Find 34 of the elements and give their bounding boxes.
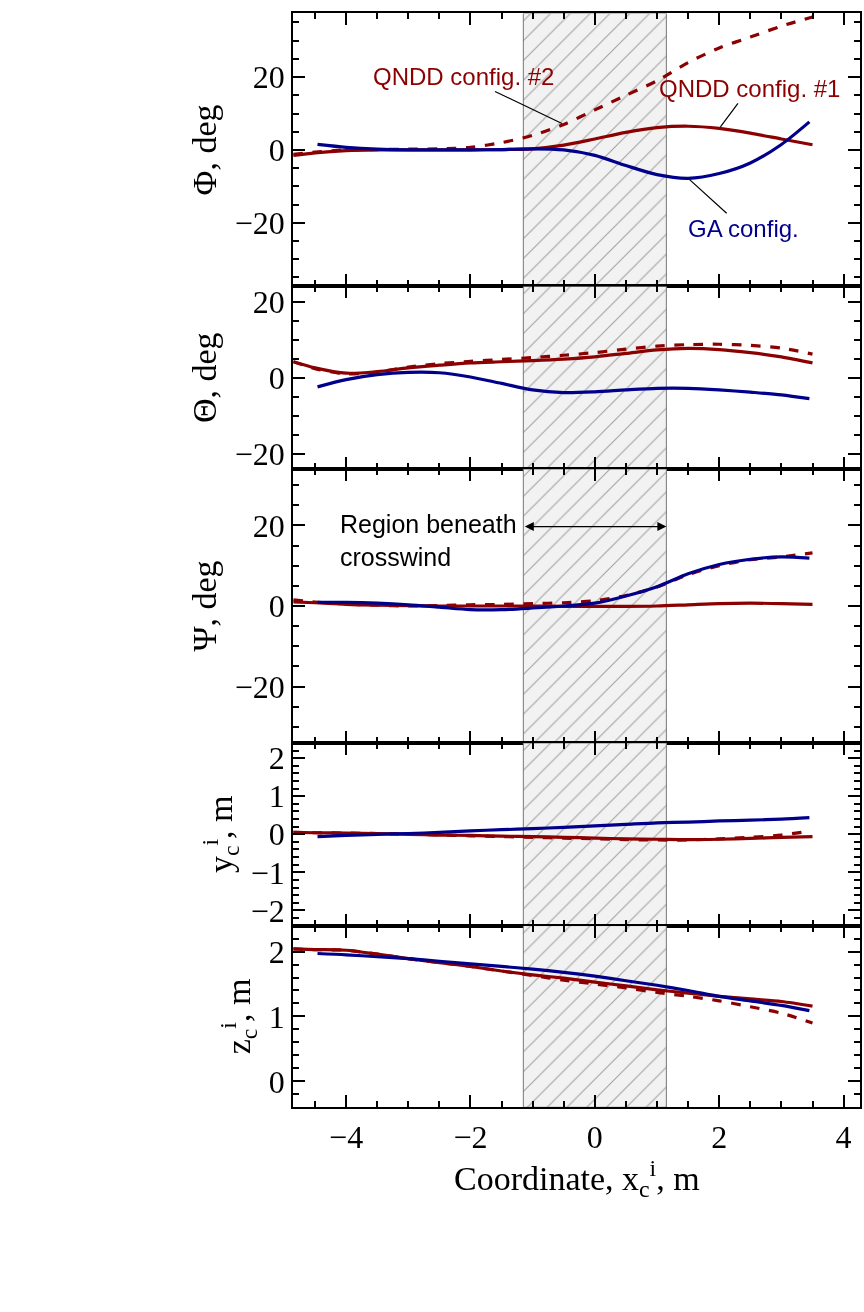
y-tick-label: 0	[268, 132, 285, 169]
y-tick-label: 0	[268, 359, 285, 396]
y-tick-label: 0	[268, 1063, 285, 1100]
y-tick-label: −2	[250, 892, 285, 929]
x-tick-label: −2	[453, 1118, 488, 1155]
line-series	[315, 370, 811, 401]
x-tick-label: 4	[835, 1118, 852, 1155]
y-axis-title: Θ, deg	[185, 332, 223, 424]
y-axis-title: Ψ, deg	[185, 560, 223, 652]
series-label: QNDD config. #2	[373, 63, 555, 90]
line-series	[315, 120, 811, 180]
y-axis-title: Φ, deg	[185, 104, 223, 196]
y-tick-label: 20	[252, 507, 285, 544]
y-tick-label: 0	[268, 816, 285, 853]
y-tick-label: 2	[268, 933, 285, 970]
series-label: GA config.	[688, 215, 799, 242]
y-tick-label: −20	[234, 668, 285, 705]
y-tick-label: 1	[268, 778, 285, 815]
y-tick-label: 2	[268, 740, 285, 777]
y-tick-label: −20	[234, 436, 285, 473]
y-tick-label: −1	[250, 854, 285, 891]
y-tick-label: 20	[252, 283, 285, 320]
x-tick-label: −4	[329, 1118, 364, 1155]
x-tick-label: 2	[711, 1118, 728, 1155]
line-series	[315, 951, 811, 1013]
y-tick-label: 0	[268, 588, 285, 625]
x-tick-label: 0	[586, 1118, 603, 1155]
x-axis-title: Coordinate, x$_{c}$$^{i}$, m	[453, 1154, 700, 1203]
band-label: Region beneath crosswind	[340, 510, 517, 571]
y-tick-label: 1	[268, 998, 285, 1035]
series-label: QNDD config. #1	[659, 75, 841, 102]
line-series	[315, 815, 811, 839]
y-tick-label: 20	[252, 59, 285, 96]
y-tick-label: −20	[234, 204, 285, 241]
